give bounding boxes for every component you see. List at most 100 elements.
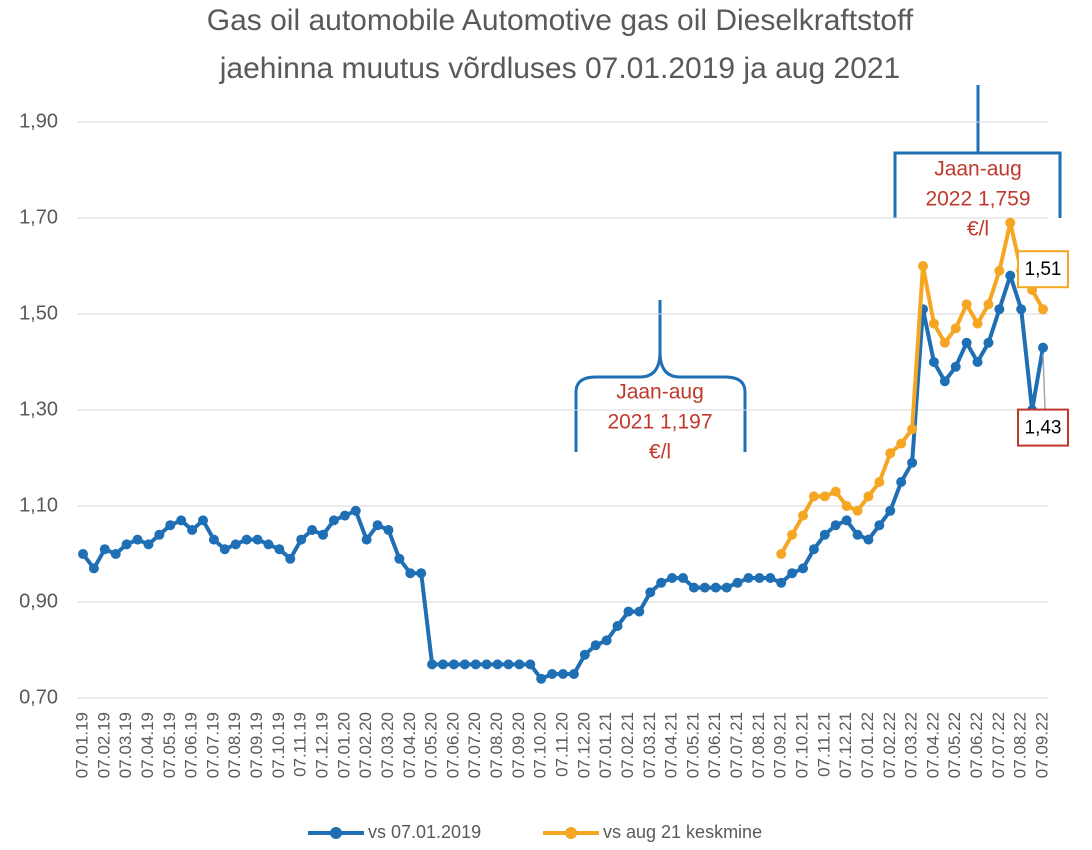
- data-point: [994, 265, 1005, 276]
- x-tick-label: 07.08.19: [225, 712, 244, 778]
- x-tick-label: 07.04.20: [400, 712, 419, 778]
- x-tick-label: 07.06.22: [967, 712, 986, 778]
- data-point: [754, 573, 765, 583]
- annotation: 2022 1,759: [925, 188, 1030, 211]
- data-point: [427, 659, 438, 670]
- data-point: [634, 606, 645, 617]
- x-tick-label: 07.01.19: [72, 712, 91, 778]
- x-tick-label: 07.05.19: [160, 712, 179, 778]
- data-point: [78, 549, 88, 559]
- data-point: [972, 318, 983, 329]
- data-point: [688, 582, 699, 593]
- x-tick-label: 07.05.20: [422, 712, 441, 778]
- data-point: [459, 659, 470, 670]
- data-point: [263, 539, 274, 550]
- data-point: [601, 635, 612, 646]
- x-tick-label: 07.07.19: [203, 712, 222, 778]
- data-point: [110, 549, 121, 559]
- x-tick-label: 07.11.21: [814, 712, 833, 777]
- data-point: [525, 659, 536, 670]
- data-point: [394, 553, 405, 564]
- data-point: [667, 573, 678, 583]
- data-point: [776, 577, 787, 588]
- y-tick-label: 1,70: [19, 206, 58, 228]
- data-point: [885, 448, 896, 459]
- data-point: [187, 525, 198, 535]
- y-tick-label: 1,10: [19, 494, 58, 516]
- data-point: [230, 539, 241, 550]
- data-point: [208, 534, 219, 545]
- annotation: €/l: [967, 218, 989, 241]
- legend-marker: [565, 827, 577, 839]
- data-point: [907, 457, 918, 468]
- x-tick-label: 07.08.22: [1011, 712, 1030, 778]
- x-tick-label: 07.02.20: [356, 712, 375, 778]
- data-point: [470, 659, 481, 670]
- data-point: [285, 553, 296, 564]
- annotation: Jaan-aug: [934, 158, 1022, 181]
- data-point: [950, 361, 961, 372]
- data-point: [863, 491, 874, 502]
- data-point: [896, 438, 907, 449]
- legend-marker: [330, 827, 342, 839]
- data-point: [405, 568, 416, 579]
- data-point: [863, 534, 874, 545]
- x-tick-label: 07.02.21: [618, 712, 637, 778]
- annotation: Jaan-aug: [616, 381, 704, 404]
- data-point: [132, 534, 143, 545]
- data-point: [983, 337, 994, 348]
- data-point: [1016, 304, 1027, 315]
- data-point: [699, 582, 710, 593]
- data-point: [296, 534, 307, 545]
- x-tick-label: 07.12.19: [312, 712, 331, 778]
- data-point: [798, 510, 808, 521]
- x-tick-label: 07.07.21: [727, 712, 746, 778]
- x-tick-label: 07.04.19: [138, 712, 157, 778]
- data-point: [339, 510, 350, 521]
- data-point: [852, 505, 863, 516]
- data-point: [219, 544, 230, 555]
- data-point: [656, 577, 667, 588]
- data-point: [808, 544, 819, 555]
- x-tick-label: 07.02.19: [94, 712, 113, 778]
- data-point: [819, 491, 830, 502]
- data-point: [885, 505, 896, 516]
- data-point: [154, 529, 165, 540]
- data-point: [819, 529, 830, 540]
- data-point: [328, 515, 339, 526]
- x-tick-label: 07.04.21: [662, 712, 681, 778]
- data-point: [448, 659, 459, 670]
- data-point: [568, 669, 579, 679]
- x-tick-label: 07.12.21: [836, 712, 855, 778]
- data-point: [1038, 304, 1048, 315]
- data-point: [852, 529, 863, 540]
- data-point: [928, 318, 939, 329]
- data-point: [99, 544, 110, 555]
- data-point: [830, 486, 841, 497]
- data-point: [961, 337, 972, 348]
- data-point: [710, 582, 721, 593]
- data-point: [361, 534, 372, 545]
- data-point: [307, 525, 318, 535]
- data-point: [787, 568, 798, 579]
- x-tick-label: 07.07.22: [989, 712, 1008, 778]
- legend-label: vs aug 21 keskmine: [603, 822, 762, 842]
- data-point: [928, 357, 939, 367]
- data-point: [1005, 270, 1016, 281]
- value-label-box: [1017, 408, 1069, 447]
- data-point: [547, 669, 558, 679]
- data-point: [165, 520, 176, 531]
- data-point: [841, 515, 852, 526]
- x-tick-label: 07.08.20: [487, 712, 506, 778]
- annotation: €/l: [649, 441, 671, 464]
- y-tick-label: 1,50: [19, 302, 58, 324]
- data-point: [143, 539, 154, 550]
- data-point: [830, 520, 841, 531]
- y-tick-label: 0,70: [19, 686, 58, 708]
- data-point: [1005, 217, 1016, 228]
- data-point: [645, 587, 656, 598]
- x-tick-label: 07.03.22: [902, 712, 921, 778]
- x-tick-label: 07.07.20: [465, 712, 484, 778]
- x-tick-label: 07.09.22: [1032, 712, 1051, 778]
- x-tick-label: 07.11.20: [552, 712, 571, 777]
